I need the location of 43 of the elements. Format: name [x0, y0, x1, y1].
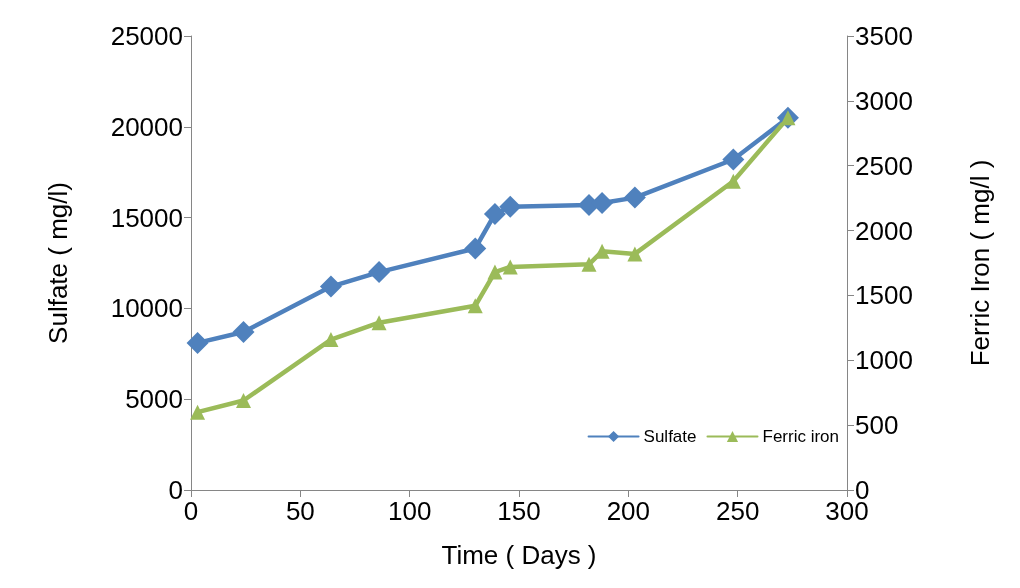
legend-label: Sulfate — [643, 427, 697, 446]
point — [467, 298, 483, 314]
y-tick-label: 10000 — [110, 293, 183, 324]
y-tick-label: 25000 — [110, 21, 183, 51]
x-tick-label: 250 — [715, 496, 760, 526]
y2-tick-label: 3500 — [855, 21, 913, 51]
y-tick-label: 5000 — [125, 384, 183, 415]
y2-tick-label: 500 — [855, 410, 899, 441]
y2-tick-label: 2500 — [855, 150, 913, 181]
y2-tick-label: 1500 — [855, 280, 913, 311]
point — [235, 393, 251, 408]
point — [725, 173, 741, 189]
point — [483, 202, 506, 225]
point — [190, 404, 206, 420]
point — [319, 275, 342, 298]
y-tick-label: 0 — [168, 475, 183, 505]
x-tick-label: 50 — [285, 496, 315, 526]
x-tick-label: 100 — [387, 496, 432, 526]
point — [464, 237, 487, 260]
y2-tick-label: 1000 — [855, 345, 913, 376]
y-tick-label: 15000 — [110, 202, 183, 233]
point — [499, 195, 522, 218]
point — [627, 246, 643, 262]
point — [591, 192, 614, 215]
point — [232, 321, 255, 344]
x-tick-label: 200 — [606, 496, 651, 526]
point — [368, 261, 391, 284]
y2-tick-label: 3000 — [855, 85, 913, 116]
y2-tick-label: 2000 — [855, 215, 913, 246]
x-axis-title: Time ( Days ) — [441, 540, 597, 570]
y2-axis-title: Ferric Iron ( mg/l ) — [965, 159, 995, 367]
point — [722, 148, 745, 171]
point — [502, 259, 518, 275]
y-tick-label: 20000 — [110, 111, 183, 142]
y-axis-title: Sulfate ( mg/l) — [43, 182, 73, 344]
legend-label: Ferric iron — [762, 427, 840, 446]
point — [371, 315, 387, 331]
x-tick-label: 150 — [497, 496, 541, 526]
point — [323, 332, 339, 348]
point — [186, 331, 209, 354]
point — [581, 256, 597, 272]
point — [623, 186, 646, 209]
point — [487, 264, 503, 280]
